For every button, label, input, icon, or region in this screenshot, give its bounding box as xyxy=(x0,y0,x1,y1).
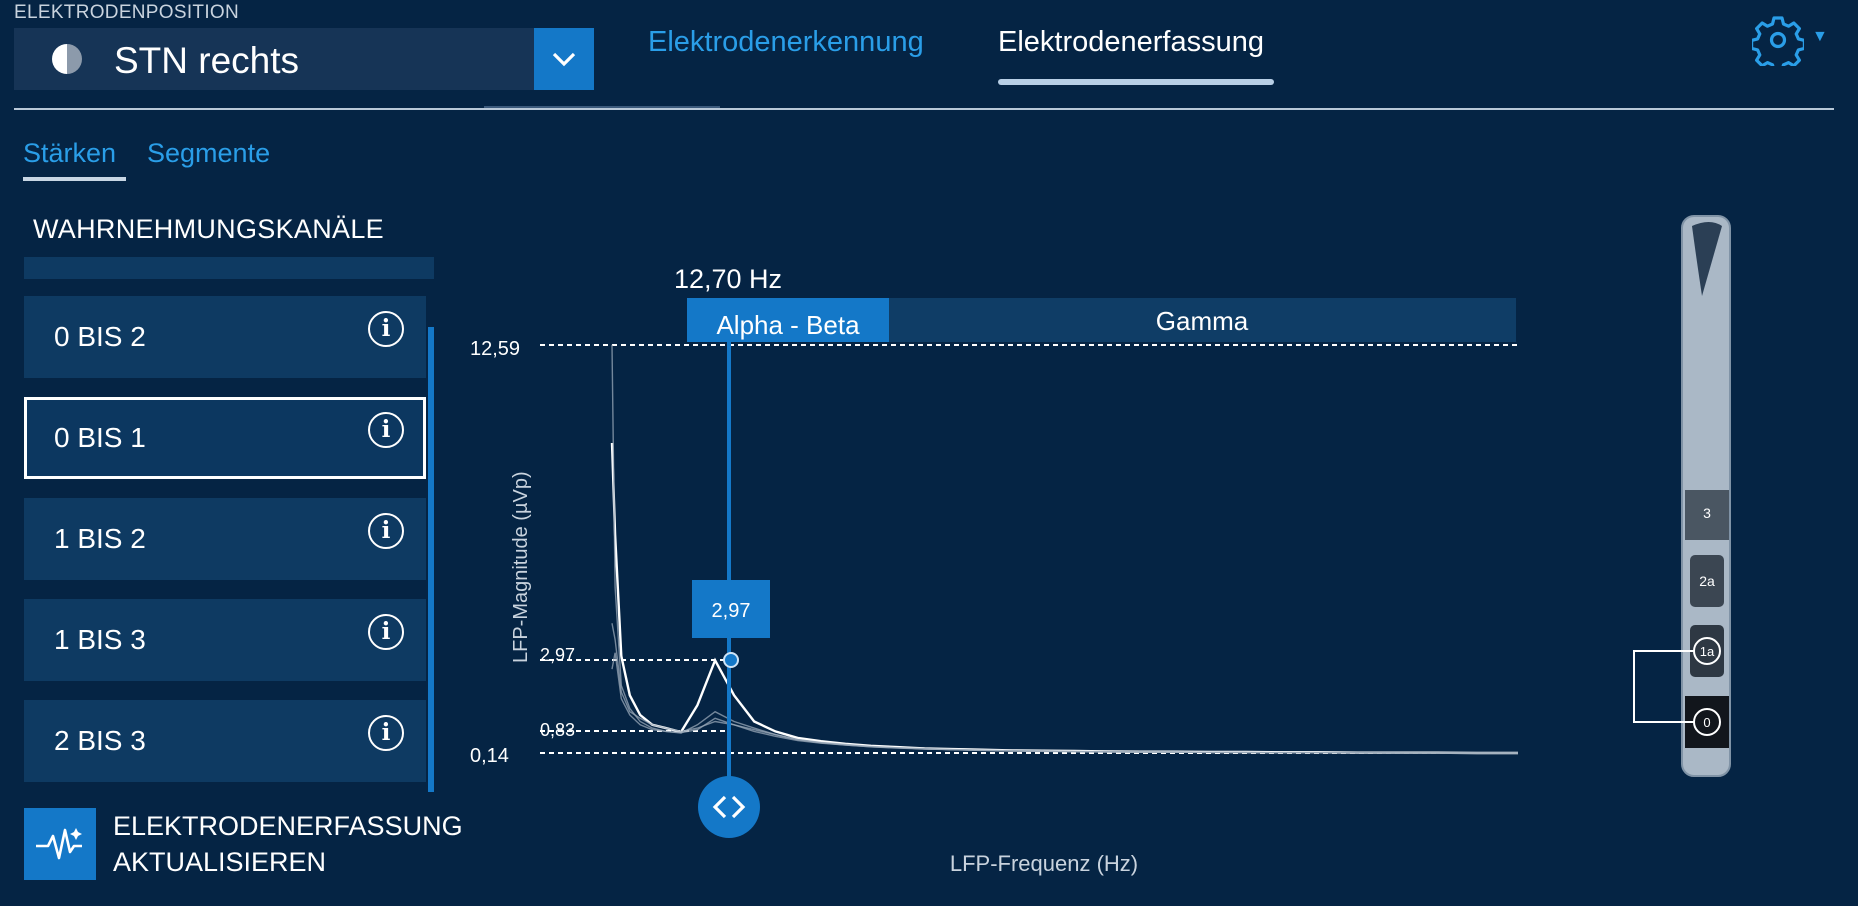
update-sensing-line1: ELEKTRODENERFASSUNG xyxy=(113,811,463,841)
ref-label-peak: 2,97 xyxy=(540,645,575,665)
tab-elektrodenerkennung[interactable]: Elektrodenerkennung xyxy=(648,26,924,58)
peak-value-label: 2,97 xyxy=(712,600,751,622)
subtab-staerken[interactable]: Stärken xyxy=(23,138,117,168)
channel-label: 0 BIS 1 xyxy=(54,422,146,453)
header-divider-accent xyxy=(484,106,720,108)
dropdown-button[interactable] xyxy=(534,28,594,90)
band-gamma-label: Gamma xyxy=(1156,306,1249,336)
electrode-diagram: 3 2a 1a 0 xyxy=(1633,215,1731,777)
subtab-segmente[interactable]: Segmente xyxy=(147,138,271,168)
series-line-3 xyxy=(611,652,1518,754)
selected-pair-bracket xyxy=(1633,650,1694,723)
band-gamma[interactable] xyxy=(889,298,1516,342)
header-divider xyxy=(14,108,1834,110)
electrode-contact-3[interactable] xyxy=(1685,490,1729,540)
electrode-contact-1a[interactable] xyxy=(1690,625,1724,677)
electrode-position-select[interactable]: STN rechts xyxy=(14,28,594,90)
x-axis-label: LFP-Frequenz (Hz) xyxy=(950,851,1138,876)
info-icon[interactable]: i xyxy=(368,715,404,751)
channel-label: 0 BIS 2 xyxy=(54,321,146,352)
electrode-position-value: STN rechts xyxy=(114,40,300,81)
info-icon[interactable]: i xyxy=(368,513,404,549)
cursor-drag-handle[interactable] xyxy=(698,776,760,838)
y-axis-label: LFP-Magnitude (µVp) xyxy=(510,471,532,663)
left-right-arrows-icon xyxy=(712,795,746,819)
electrode-contact-2a[interactable] xyxy=(1690,555,1724,607)
gear-icon[interactable] xyxy=(1752,14,1804,66)
electrode-position-label: ELEKTRODENPOSITION xyxy=(14,2,239,23)
channel-list-scrollbar[interactable] xyxy=(428,327,434,792)
chevron-down-icon xyxy=(552,52,576,67)
series-line-1 xyxy=(611,344,1518,754)
peak-value-box xyxy=(692,580,770,638)
info-icon[interactable]: i xyxy=(368,311,404,347)
cursor-frequency-label: 12,70 Hz xyxy=(674,264,782,294)
active-tab-indicator xyxy=(998,79,1274,85)
electrode-contact-0-label: 0 xyxy=(1703,715,1710,730)
lfp-spectrum-chart[interactable]: Alpha - Beta Gamma 12,70 Hz 12,59 2,97 0… xyxy=(0,0,1560,906)
channel-item-1-3[interactable]: 1 BIS 3 i xyxy=(24,599,426,681)
channels-title: WAHRNEHMUNGSKANÄLE xyxy=(33,214,384,244)
update-sensing-button[interactable] xyxy=(24,808,96,880)
half-moon-icon xyxy=(52,44,82,74)
update-sensing-label[interactable]: ELEKTRODENERFASSUNG AKTUALISIEREN xyxy=(113,808,463,880)
channel-item-0-2[interactable]: 0 BIS 2 i xyxy=(24,296,426,378)
channel-item-1-2[interactable]: 1 BIS 2 i xyxy=(24,498,426,580)
info-icon[interactable]: i xyxy=(368,614,404,650)
channel-label: 1 BIS 2 xyxy=(54,523,146,554)
list-item-partial[interactable] xyxy=(24,257,434,279)
ref-label-mid: 0,83 xyxy=(540,720,575,740)
tab-elektrodenerfassung[interactable]: Elektrodenerfassung xyxy=(998,26,1264,58)
peak-marker xyxy=(723,652,739,668)
band-alpha-beta-label: Alpha - Beta xyxy=(716,310,860,340)
series-layer xyxy=(610,344,1518,755)
channel-label: 1 BIS 3 xyxy=(54,624,146,655)
electrode-contact-2a-label: 2a xyxy=(1699,573,1715,589)
channel-item-0-1[interactable]: 0 BIS 1 i xyxy=(24,397,426,479)
band-alpha-beta[interactable] xyxy=(687,298,889,342)
ref-label-min: 0,14 xyxy=(470,745,509,767)
caret-down-icon[interactable]: ▼ xyxy=(1812,28,1828,45)
series-line-2 xyxy=(611,623,1518,754)
waveform-icon xyxy=(36,828,82,860)
update-sensing-line2: AKTUALISIEREN xyxy=(113,847,327,877)
active-subtab-indicator xyxy=(23,177,126,181)
channel-label: 2 BIS 3 xyxy=(54,725,146,756)
ref-label-max: 12,59 xyxy=(470,338,520,360)
electrode-contact-1a-label: 1a xyxy=(1700,644,1715,659)
info-icon[interactable]: i xyxy=(368,412,404,448)
channel-item-2-3[interactable]: 2 BIS 3 i xyxy=(24,700,426,782)
electrode-contact-3-label: 3 xyxy=(1703,505,1711,521)
